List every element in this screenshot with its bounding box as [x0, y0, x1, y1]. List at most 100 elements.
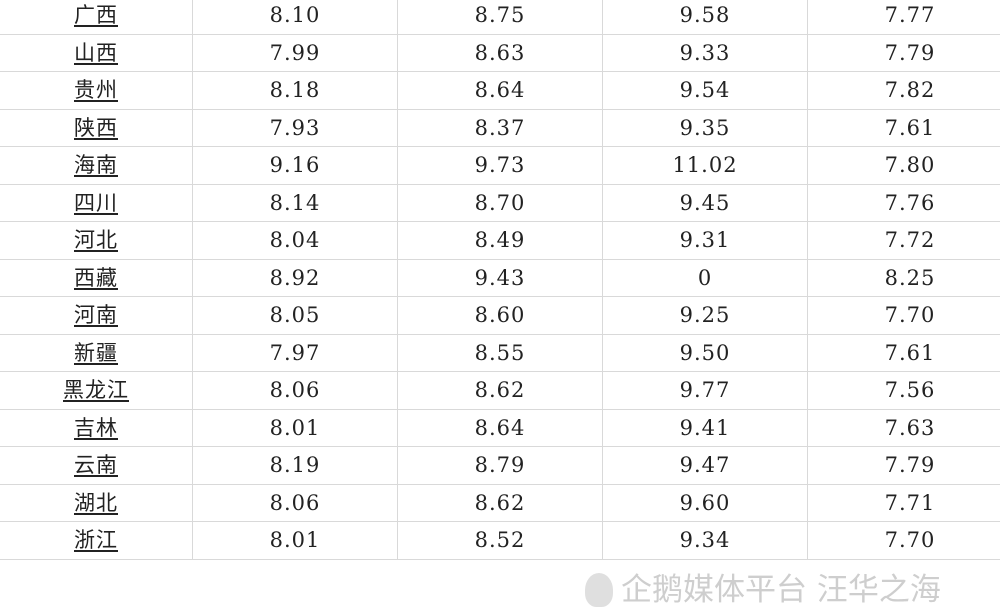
region-link[interactable]: 湖北	[74, 490, 118, 515]
value-cell: 8.25	[807, 259, 1000, 297]
region-link[interactable]: 广西	[74, 3, 118, 28]
value-cell: 0	[602, 259, 808, 297]
table-row: 河北 8.04 8.49 9.31 7.72	[0, 221, 1000, 260]
value-cell: 9.77	[602, 371, 808, 410]
region-cell[interactable]: 山西	[0, 34, 193, 72]
value-cell: 8.14	[192, 184, 398, 222]
value-cell: 8.49	[397, 221, 603, 260]
value-cell: 8.04	[192, 221, 398, 260]
region-cell[interactable]: 广西	[0, 0, 193, 35]
table-row: 四川 8.14 8.70 9.45 7.76	[0, 184, 1000, 222]
region-link[interactable]: 浙江	[74, 528, 118, 553]
region-link[interactable]: 西藏	[74, 265, 118, 290]
region-link[interactable]: 河南	[74, 303, 118, 328]
value-cell: 9.54	[602, 71, 808, 110]
table-row: 云南 8.19 8.79 9.47 7.79	[0, 446, 1000, 485]
region-link[interactable]: 山西	[74, 40, 118, 65]
value-cell: 8.60	[397, 296, 603, 335]
region-cell[interactable]: 浙江	[0, 521, 193, 560]
region-link[interactable]: 云南	[74, 453, 118, 478]
region-link[interactable]: 新疆	[74, 340, 118, 365]
value-cell: 7.77	[807, 0, 1000, 35]
penguin-icon	[585, 573, 613, 607]
region-cell[interactable]: 陕西	[0, 109, 193, 147]
value-cell: 8.19	[192, 446, 398, 485]
value-cell: 7.70	[807, 521, 1000, 560]
region-cell[interactable]: 云南	[0, 446, 193, 485]
value-cell: 9.47	[602, 446, 808, 485]
table-row: 广西 8.10 8.75 9.58 7.77	[0, 0, 1000, 35]
region-cell[interactable]: 新疆	[0, 334, 193, 372]
value-cell: 9.34	[602, 521, 808, 560]
value-cell: 8.06	[192, 371, 398, 410]
region-cell[interactable]: 河北	[0, 221, 193, 260]
value-cell: 9.45	[602, 184, 808, 222]
value-cell: 8.37	[397, 109, 603, 147]
region-link[interactable]: 河北	[74, 228, 118, 253]
region-cell[interactable]: 吉林	[0, 409, 193, 447]
value-cell: 9.33	[602, 34, 808, 72]
value-cell: 7.61	[807, 109, 1000, 147]
value-cell: 7.56	[807, 371, 1000, 410]
value-cell: 7.93	[192, 109, 398, 147]
table-row: 山西 7.99 8.63 9.33 7.79	[0, 34, 1000, 72]
value-cell: 8.55	[397, 334, 603, 372]
value-cell: 8.92	[192, 259, 398, 297]
value-cell: 9.60	[602, 484, 808, 522]
value-cell: 7.70	[807, 296, 1000, 335]
value-cell: 8.01	[192, 521, 398, 560]
value-cell: 8.06	[192, 484, 398, 522]
value-cell: 7.82	[807, 71, 1000, 110]
table-row: 西藏 8.92 9.43 0 8.25	[0, 259, 1000, 297]
value-cell: 8.10	[192, 0, 398, 35]
region-link[interactable]: 吉林	[74, 415, 118, 440]
value-cell: 8.64	[397, 71, 603, 110]
value-cell: 7.63	[807, 409, 1000, 447]
region-link[interactable]: 陕西	[74, 115, 118, 140]
region-link[interactable]: 海南	[74, 153, 118, 178]
value-cell: 8.62	[397, 484, 603, 522]
value-cell: 8.01	[192, 409, 398, 447]
watermark: 企鹅媒体平台 汪华之海	[585, 570, 941, 610]
value-cell: 7.97	[192, 334, 398, 372]
table-row: 河南 8.05 8.60 9.25 7.70	[0, 296, 1000, 335]
value-cell: 7.79	[807, 34, 1000, 72]
region-link[interactable]: 黑龙江	[63, 378, 129, 403]
value-cell: 8.52	[397, 521, 603, 560]
value-cell: 7.99	[192, 34, 398, 72]
value-cell: 11.02	[602, 146, 808, 185]
region-link[interactable]: 四川	[74, 190, 118, 215]
value-cell: 9.41	[602, 409, 808, 447]
region-link[interactable]: 贵州	[74, 78, 118, 103]
value-cell: 9.58	[602, 0, 808, 35]
table-row: 贵州 8.18 8.64 9.54 7.82	[0, 71, 1000, 110]
value-cell: 7.72	[807, 221, 1000, 260]
value-cell: 8.75	[397, 0, 603, 35]
value-cell: 9.35	[602, 109, 808, 147]
region-cell[interactable]: 四川	[0, 184, 193, 222]
value-cell: 9.50	[602, 334, 808, 372]
value-cell: 8.70	[397, 184, 603, 222]
value-cell: 7.76	[807, 184, 1000, 222]
value-cell: 9.73	[397, 146, 603, 185]
table-row: 黑龙江 8.06 8.62 9.77 7.56	[0, 371, 1000, 410]
value-cell: 8.63	[397, 34, 603, 72]
table-row: 浙江 8.01 8.52 9.34 7.70	[0, 521, 1000, 560]
value-cell: 9.25	[602, 296, 808, 335]
watermark-text: 企鹅媒体平台 汪华之海	[621, 572, 941, 608]
value-cell: 9.43	[397, 259, 603, 297]
table-row: 湖北 8.06 8.62 9.60 7.71	[0, 484, 1000, 522]
region-cell[interactable]: 河南	[0, 296, 193, 335]
region-cell[interactable]: 贵州	[0, 71, 193, 110]
region-cell[interactable]: 西藏	[0, 259, 193, 297]
region-cell[interactable]: 黑龙江	[0, 371, 193, 410]
value-cell: 7.79	[807, 446, 1000, 485]
region-cell[interactable]: 海南	[0, 146, 193, 185]
value-cell: 8.05	[192, 296, 398, 335]
value-cell: 9.16	[192, 146, 398, 185]
table-row: 海南 9.16 9.73 11.02 7.80	[0, 146, 1000, 185]
value-cell: 8.79	[397, 446, 603, 485]
value-cell: 8.18	[192, 71, 398, 110]
value-cell: 7.80	[807, 146, 1000, 185]
region-cell[interactable]: 湖北	[0, 484, 193, 522]
